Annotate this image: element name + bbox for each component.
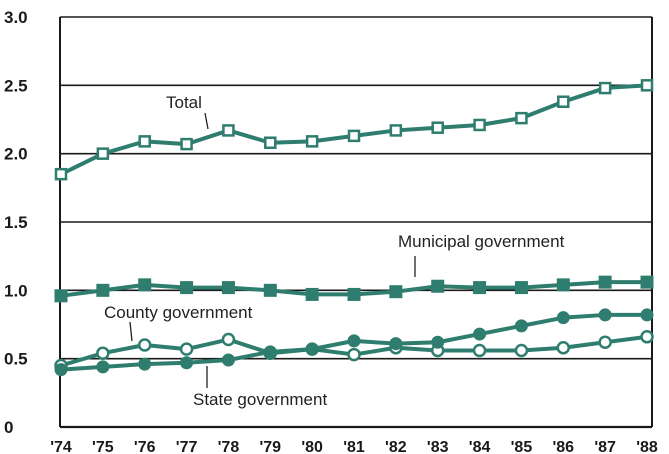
data-point [557,95,570,108]
data-point [431,121,444,134]
data-point [598,81,612,95]
data-point [96,360,110,374]
y-axis-ticks: 0 0.5 1.0 1.5 2.0 2.5 3.0 [4,8,28,437]
data-point [598,335,612,350]
data-point [347,347,361,362]
x-tick-label: '76 [134,439,156,454]
data-point [640,330,654,344]
data-point [54,363,68,377]
data-point [640,275,654,289]
y-tick-label: 1.0 [4,281,28,300]
data-point [179,342,194,356]
data-point [138,135,151,148]
data-point [640,79,654,92]
x-tick-label: '83 [427,439,449,454]
data-point [514,281,528,295]
x-tick-label: '81 [343,439,365,454]
x-tick-label: '80 [301,439,323,454]
x-tick-label: '84 [469,439,491,454]
data-point [431,335,445,349]
data-point [305,135,319,148]
data-point [305,342,319,356]
data-point [96,147,110,160]
series-annotation-label: County government [104,303,253,322]
data-point [556,340,571,355]
y-tick-label: 0.5 [4,350,28,369]
data-point [96,283,110,297]
data-point [138,357,152,371]
data-point [347,287,361,301]
data-point [222,124,235,137]
data-point [263,283,277,297]
x-tick-label: '82 [385,439,407,454]
data-point [54,289,68,303]
data-point [473,281,487,295]
data-point [598,275,612,289]
data-point [556,311,570,325]
data-point [137,338,152,352]
annotation-leader-line [129,321,133,342]
y-tick-label: 0 [4,418,13,437]
series-annotations: Total Municipal government County governme… [104,93,565,409]
grid-lines [59,16,653,429]
x-tick-label: '79 [259,439,281,454]
x-tick-label: '86 [552,439,574,454]
series-state-government [54,308,654,377]
series-annotation-label: State government [193,390,327,409]
x-axis-ticks: '74 '75 '76 '77 '78 '79 '80 '81 '82 '83 '84 '85 '86 '… [50,439,658,454]
data-point [473,327,487,341]
data-point [473,118,486,132]
data-point [305,287,319,301]
data-point [598,308,612,322]
x-tick-label: '77 [176,439,198,454]
data-point [138,278,152,292]
annotation-leader-line [204,112,209,130]
series-annotation-label: Municipal government [398,232,565,251]
data-point [221,332,236,347]
x-tick-label: '88 [636,439,658,454]
data-point [515,111,528,125]
x-tick-label: '87 [594,439,616,454]
y-tick-label: 3.0 [4,8,28,27]
x-tick-label: '85 [511,439,533,454]
series-total [54,79,654,181]
y-tick-label: 2.0 [4,145,28,164]
data-point [180,356,194,370]
data-point [221,281,235,295]
data-point [640,308,654,322]
data-point [180,137,193,151]
data-point [96,346,110,360]
data-point [263,345,277,359]
data-point [556,278,570,292]
y-tick-label: 2.5 [4,76,28,95]
series-county-government [54,330,654,373]
data-point [180,281,194,295]
data-point [347,334,361,348]
x-tick-label: '74 [50,439,72,454]
data-point [514,343,529,358]
data-point [389,124,403,137]
series-annotation-label: Total [166,93,202,112]
series-municipal-government [54,275,654,303]
data-point [514,319,528,333]
data-point [389,285,403,299]
x-tick-label: '78 [218,439,240,454]
data-point [347,129,361,143]
data-point [431,279,445,293]
y-tick-label: 1.5 [4,213,28,232]
data-point [54,167,68,181]
series-group [54,79,654,377]
data-point [389,337,403,351]
x-tick-label: '75 [92,439,114,454]
data-point [472,343,487,358]
data-point [221,353,235,367]
data-point [264,136,277,149]
